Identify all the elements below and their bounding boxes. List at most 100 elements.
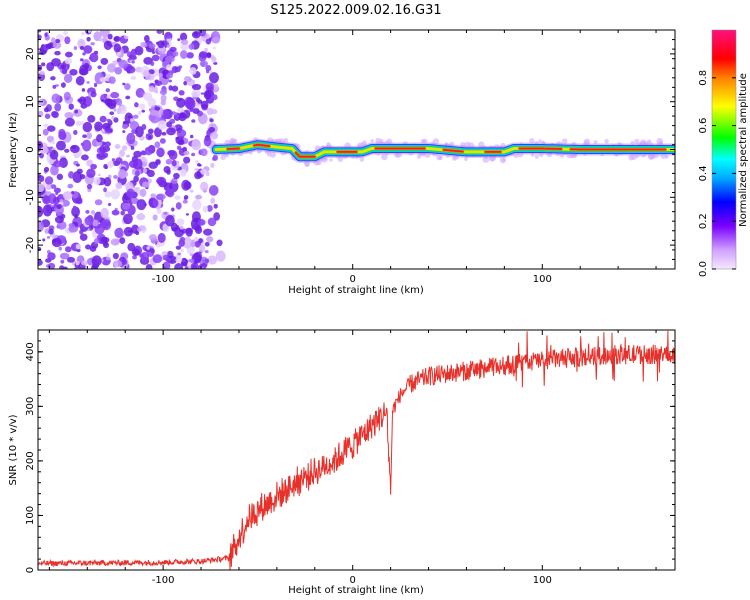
noise-blob <box>81 139 92 152</box>
noise-blob <box>198 244 206 253</box>
noise-blob <box>154 127 162 138</box>
noise-blob <box>59 252 70 260</box>
noise-blob <box>86 132 93 140</box>
noise-blob <box>189 253 193 256</box>
noise-blob <box>98 37 103 42</box>
noise-blob <box>143 92 153 101</box>
ridge-halo-dot <box>380 138 384 143</box>
noise-blob <box>101 99 105 102</box>
noise-blob <box>195 194 203 200</box>
noise-blob <box>163 211 168 215</box>
noise-blob <box>60 259 65 264</box>
noise-blob <box>119 237 126 245</box>
noise-blob <box>152 51 156 54</box>
noise-blob <box>161 251 168 256</box>
noise-blob <box>69 68 78 76</box>
ridge-halo-dot <box>326 142 331 147</box>
noise-blob <box>199 51 208 59</box>
noise-blob <box>72 171 83 184</box>
noise-blob <box>209 132 219 140</box>
noise-blob <box>204 241 210 247</box>
noise-blob <box>93 176 101 185</box>
noise-blob <box>79 64 88 76</box>
noise-blob <box>206 171 210 177</box>
noise-blob <box>194 226 203 235</box>
noise-blob <box>106 118 111 123</box>
noise-blob <box>81 154 89 161</box>
noise-blob <box>75 76 85 86</box>
noise-blob <box>185 227 193 237</box>
noise-blob <box>91 255 102 267</box>
noise-blob <box>73 108 83 117</box>
noise-blob <box>166 121 173 128</box>
noise-blob <box>161 131 167 136</box>
noise-blob <box>172 51 179 57</box>
colorbar: 0.0 0.2 0.4 0.6 0.8 Normalized spectral ampl… <box>698 29 749 277</box>
noise-blob <box>152 214 158 221</box>
noise-blob <box>64 148 70 153</box>
noise-blob <box>54 103 62 112</box>
noise-blob <box>79 45 85 50</box>
noise-blob <box>90 163 97 170</box>
noise-blob <box>211 34 215 38</box>
noise-blob <box>51 140 56 145</box>
noise-blob <box>177 107 185 114</box>
noise-blob <box>146 246 150 250</box>
noise-blob <box>176 218 185 226</box>
noise-blob <box>42 238 46 242</box>
noise-blob <box>148 69 155 75</box>
colorbar-label: Normalized spectral amplitude <box>738 73 749 227</box>
noise-blob <box>157 120 168 130</box>
noise-blob <box>106 63 117 73</box>
noise-blob <box>148 198 159 209</box>
noise-blob <box>134 170 140 177</box>
noise-blob <box>38 246 42 252</box>
ridge-halo-dot <box>538 139 542 143</box>
noise-blob <box>64 36 71 45</box>
noise-blob <box>176 129 187 138</box>
noise-blob <box>213 212 221 221</box>
noise-blob <box>79 229 84 235</box>
ridge-halo-dot <box>656 138 664 145</box>
noise-blob <box>133 158 143 170</box>
noise-blob <box>75 243 81 250</box>
noise-blob <box>171 207 175 212</box>
noise-blob <box>121 259 128 265</box>
noise-blob <box>58 128 66 137</box>
noise-blob <box>118 59 128 69</box>
noise-blob <box>148 161 158 169</box>
noise-blob <box>87 228 91 231</box>
noise-blob <box>145 263 153 269</box>
noise-blob <box>130 118 134 123</box>
noise-blob <box>87 115 96 123</box>
noise-blob <box>64 117 75 127</box>
noise-blob <box>122 82 126 86</box>
noise-blob <box>45 184 52 191</box>
noise-blob <box>190 241 196 248</box>
noise-blob <box>212 94 218 101</box>
noise-blob <box>110 91 120 99</box>
noise-blob <box>79 233 88 241</box>
noise-blob <box>207 217 217 227</box>
noise-blob <box>107 160 114 169</box>
noise-blob <box>156 176 167 186</box>
noise-blob <box>211 36 221 44</box>
ridge-hot-core <box>518 147 563 150</box>
noise-blob <box>207 52 211 58</box>
noise-blob <box>39 70 45 75</box>
noise-blob <box>210 162 215 168</box>
noise-blob <box>193 236 199 243</box>
noise-blob <box>113 43 122 53</box>
noise-blob <box>73 129 78 136</box>
noise-blob <box>131 248 141 256</box>
snr-ylabel: SNR (10 * v/v) <box>8 414 19 485</box>
noise-blob <box>111 115 115 120</box>
noise-blob <box>154 141 161 149</box>
noise-blob <box>191 225 196 230</box>
noise-blob <box>107 33 113 40</box>
noise-blob <box>191 89 202 98</box>
noise-blob <box>89 245 97 252</box>
noise-blob <box>165 64 172 71</box>
noise-blob <box>197 99 203 104</box>
noise-blob <box>150 61 155 67</box>
